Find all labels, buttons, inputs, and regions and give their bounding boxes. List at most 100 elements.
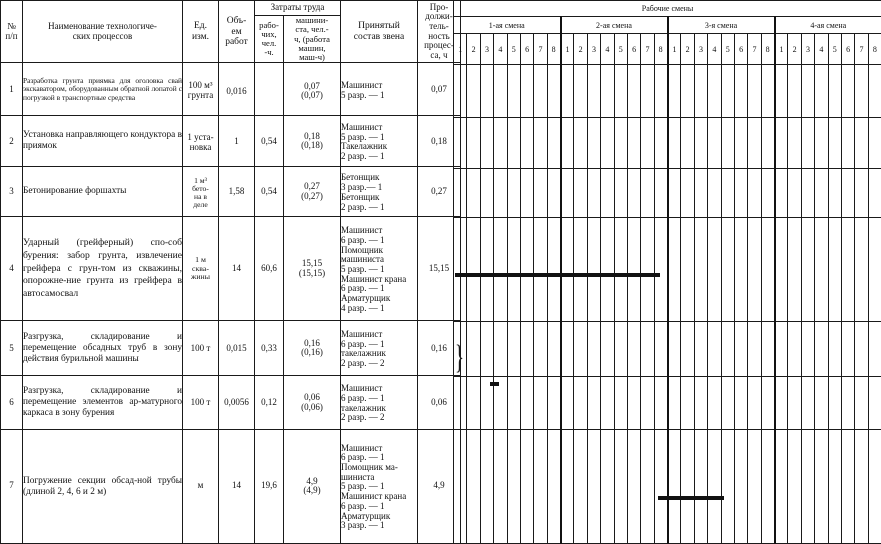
gantt-cell-r1-s2-h2[interactable] xyxy=(573,64,588,118)
gantt-cell-r7-s4-h7[interactable] xyxy=(854,428,869,544)
gantt-cell-r7-s2-h4[interactable] xyxy=(600,428,615,544)
gantt-cell-r4-s1-h5[interactable] xyxy=(506,217,521,323)
gantt-cell-r3-s1-h5[interactable] xyxy=(506,167,521,219)
gantt-cell-r2-s1-h7[interactable] xyxy=(533,116,548,169)
gantt-cell-r5-s1-h4[interactable] xyxy=(493,321,508,378)
gantt-cell-r7-s4-h3[interactable] xyxy=(800,428,816,544)
gantt-cell-r6-s1-h7[interactable] xyxy=(533,376,548,430)
gantt-cell-r2-s2-h5[interactable] xyxy=(613,116,628,169)
gantt-cell-r5-s3-h3[interactable] xyxy=(693,321,709,378)
gantt-cell-r1-s2-h3[interactable] xyxy=(586,64,602,118)
gantt-cell-r4-s4-h2[interactable] xyxy=(787,217,802,323)
gantt-cell-r2-s3-h5[interactable] xyxy=(720,116,735,169)
gantt-cell-r3-s3-h3[interactable] xyxy=(693,167,709,219)
gantt-cell-r7-s3-h3[interactable] xyxy=(693,428,709,544)
gantt-cell-r7-s2-h3[interactable] xyxy=(586,428,602,544)
gantt-cell-r7-s3-h2[interactable] xyxy=(680,428,695,544)
gantt-cell-r1-s4-h1[interactable] xyxy=(773,64,789,118)
gantt-cell-r2-s2-h2[interactable] xyxy=(573,116,588,169)
gantt-cell-r6-s1-h1[interactable] xyxy=(452,376,468,430)
gantt-cell-r5-s3-h7[interactable] xyxy=(747,321,762,378)
gantt-cell-r6-s4-h1[interactable] xyxy=(773,376,789,430)
gantt-cell-r3-s3-h7[interactable] xyxy=(747,167,762,219)
gantt-cell-r7-s4-h2[interactable] xyxy=(787,428,802,544)
gantt-cell-r5-s4-h3[interactable] xyxy=(800,321,816,378)
gantt-cell-r2-s3-h6[interactable] xyxy=(733,116,749,169)
gantt-cell-r5-s2-h3[interactable] xyxy=(586,321,602,378)
gantt-cell-r2-s1-h1[interactable] xyxy=(452,116,468,169)
gantt-cell-r5-s2-h2[interactable] xyxy=(573,321,588,378)
gantt-cell-r6-s2-h7[interactable] xyxy=(640,376,655,430)
gantt-cell-r6-s4-h2[interactable] xyxy=(787,376,802,430)
gantt-cell-r4-s2-h5[interactable] xyxy=(613,217,628,323)
gantt-cell-r4-s1-h6[interactable] xyxy=(519,217,535,323)
gantt-cell-r1-s4-h7[interactable] xyxy=(854,64,869,118)
gantt-cell-r5-s4-h4[interactable] xyxy=(814,321,829,378)
gantt-cell-r6-s1-h8[interactable] xyxy=(546,376,562,430)
gantt-cell-r2-s4-h5[interactable] xyxy=(827,116,842,169)
gantt-cell-r5-s1-h5[interactable] xyxy=(506,321,521,378)
gantt-cell-r6-s3-h2[interactable] xyxy=(680,376,695,430)
gantt-cell-r5-s3-h6[interactable] xyxy=(733,321,749,378)
gantt-cell-r3-s4-h2[interactable] xyxy=(787,167,802,219)
gantt-cell-r2-s4-h8[interactable] xyxy=(867,116,881,169)
gantt-cell-r3-s1-h8[interactable] xyxy=(546,167,562,219)
gantt-cell-r4-s3-h6[interactable] xyxy=(733,217,749,323)
gantt-cell-r4-s4-h6[interactable] xyxy=(840,217,856,323)
gantt-cell-r4-s3-h5[interactable] xyxy=(720,217,735,323)
gantt-cell-r6-s4-h6[interactable] xyxy=(840,376,856,430)
gantt-cell-r6-s1-h6[interactable] xyxy=(519,376,535,430)
gantt-cell-r6-s3-h1[interactable] xyxy=(666,376,682,430)
gantt-cell-r5-s2-h7[interactable] xyxy=(640,321,655,378)
gantt-cell-r6-s3-h3[interactable] xyxy=(693,376,709,430)
gantt-cell-r4-s3-h4[interactable] xyxy=(707,217,722,323)
gantt-cell-r3-s1-h4[interactable] xyxy=(493,167,508,219)
gantt-cell-r2-s1-h6[interactable] xyxy=(519,116,535,169)
gantt-cell-r4-s1-h2[interactable] xyxy=(466,217,481,323)
gantt-cell-r5-s4-h6[interactable] xyxy=(840,321,856,378)
gantt-cell-r4-s4-h4[interactable] xyxy=(814,217,829,323)
gantt-cell-r6-s2-h2[interactable] xyxy=(573,376,588,430)
gantt-cell-r2-s3-h8[interactable] xyxy=(760,116,776,169)
gantt-cell-r4-s1-h1[interactable] xyxy=(452,217,468,323)
gantt-cell-r2-s3-h3[interactable] xyxy=(693,116,709,169)
gantt-cell-r3-s1-h1[interactable] xyxy=(452,167,468,219)
gantt-cell-r7-s1-h6[interactable] xyxy=(519,428,535,544)
gantt-cell-r1-s2-h8[interactable] xyxy=(653,64,669,118)
gantt-cell-r4-s2-h1[interactable] xyxy=(559,217,575,323)
gantt-cell-r1-s4-h2[interactable] xyxy=(787,64,802,118)
gantt-cell-r3-s3-h6[interactable] xyxy=(733,167,749,219)
gantt-cell-r5-s2-h4[interactable] xyxy=(600,321,615,378)
gantt-cell-r1-s3-h2[interactable] xyxy=(680,64,695,118)
gantt-cell-r5-s4-h8[interactable] xyxy=(867,321,881,378)
gantt-cell-r7-s2-h1[interactable] xyxy=(559,428,575,544)
gantt-cell-r6-s2-h8[interactable] xyxy=(653,376,669,430)
gantt-cell-r1-s3-h7[interactable] xyxy=(747,64,762,118)
gantt-cell-r4-s2-h3[interactable] xyxy=(586,217,602,323)
gantt-cell-r2-s2-h4[interactable] xyxy=(600,116,615,169)
gantt-cell-r7-s1-h1[interactable] xyxy=(452,428,468,544)
gantt-cell-r1-s3-h6[interactable] xyxy=(733,64,749,118)
gantt-cell-r5-s1-h8[interactable] xyxy=(546,321,562,378)
gantt-cell-r4-s3-h1[interactable] xyxy=(666,217,682,323)
gantt-cell-r5-s3-h5[interactable] xyxy=(720,321,735,378)
gantt-cell-r3-s2-h3[interactable] xyxy=(586,167,602,219)
gantt-cell-r2-s3-h1[interactable] xyxy=(666,116,682,169)
gantt-cell-r3-s3-h1[interactable] xyxy=(666,167,682,219)
gantt-cell-r5-s3-h1[interactable] xyxy=(666,321,682,378)
gantt-cell-r2-s1-h4[interactable] xyxy=(493,116,508,169)
gantt-cell-r6-s2-h4[interactable] xyxy=(600,376,615,430)
gantt-cell-r7-s3-h8[interactable] xyxy=(760,428,776,544)
gantt-cell-r4-s4-h1[interactable] xyxy=(773,217,789,323)
gantt-cell-r2-s1-h3[interactable] xyxy=(479,116,495,169)
gantt-cell-r5-s1-h3[interactable] xyxy=(479,321,495,378)
gantt-cell-r1-s3-h1[interactable] xyxy=(666,64,682,118)
gantt-cell-r3-s4-h1[interactable] xyxy=(773,167,789,219)
gantt-cell-r3-s1-h6[interactable] xyxy=(519,167,535,219)
gantt-cell-r4-s4-h7[interactable] xyxy=(854,217,869,323)
gantt-cell-r5-s1-h6[interactable] xyxy=(519,321,535,378)
gantt-cell-r4-s4-h3[interactable] xyxy=(800,217,816,323)
gantt-cell-r7-s4-h1[interactable] xyxy=(773,428,789,544)
gantt-cell-r6-s2-h1[interactable] xyxy=(559,376,575,430)
gantt-cell-r2-s2-h6[interactable] xyxy=(626,116,642,169)
